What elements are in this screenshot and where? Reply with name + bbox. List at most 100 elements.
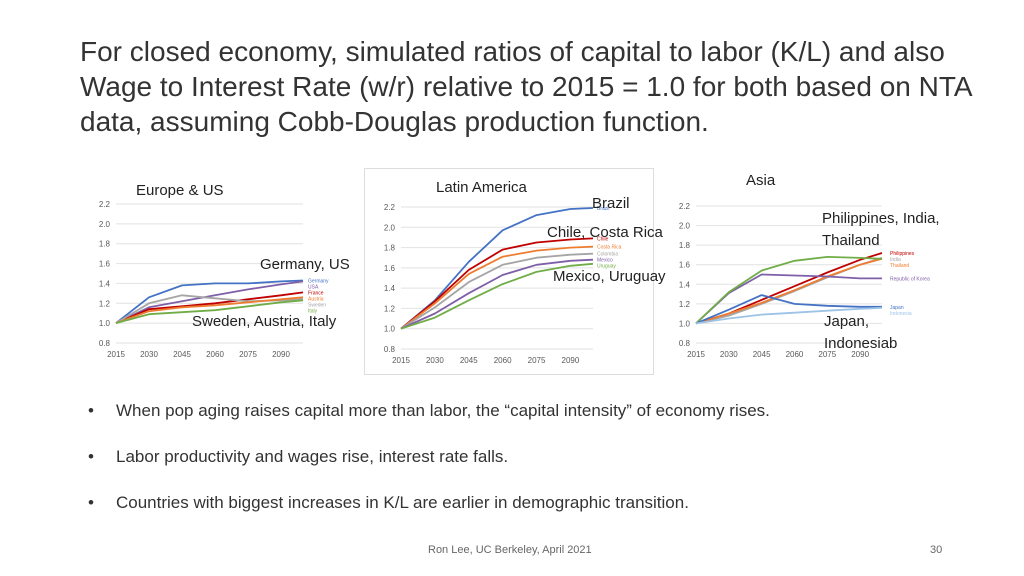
x-tick-label: 2015 [107,350,125,359]
annotation-sweden-austria-italy: Sweden, Austria, Italy [192,313,337,330]
x-tick-label: 2045 [173,350,191,359]
annotation-chile-costa-rica: Chile, Costa Rica [547,224,663,241]
bullet-item: • Countries with biggest increases in K/… [88,490,968,536]
series-line-sweden [115,294,304,324]
y-tick-label: 2.2 [679,202,691,211]
y-tick-label: 1.8 [99,240,111,249]
y-tick-label: 1.4 [679,280,691,289]
chart-asia-svg: 0.8 1.0 1.2 1.4 1.6 1.8 2.0 2.2 2015 2030 2045 2060… [679,202,930,359]
y-tick-label: 0.8 [99,339,111,348]
annotation-mexico-uruguay: Mexico, Uruguay [553,268,666,285]
annotation-japan-indonesia: Japan, Indonesiab [824,313,898,352]
y-tick-label: 2.0 [99,220,111,229]
series-line-usa [115,280,304,324]
y-tick-label: 0.8 [384,345,396,354]
series-line-thailand [695,257,883,325]
x-tick-label: 2045 [460,356,478,365]
chart-latin-america: 0.8 1.0 1.2 1.4 1.6 1.8 2.0 2.2 2015 2030 2045 2060… [364,168,654,375]
y-tick-label: 1.6 [384,264,396,273]
annotation-brazil: Brazil [592,195,630,212]
annotation-philippines-india-thailand: Philippines, India, Thailand [822,210,940,249]
series-line-italy [115,299,304,324]
legend-label-italy: Italy [308,308,318,314]
chart-asia-title: Asia [746,172,776,189]
y-tick-label: 2.2 [99,200,111,209]
y-tick-label: 1.8 [384,244,396,253]
chart-latin-america-title: Latin America [436,179,527,196]
x-tick-label: 2060 [494,356,512,365]
y-tick-label: 1.0 [679,319,691,328]
x-tick-label: 2045 [753,350,771,359]
y-tick-label: 1.4 [384,284,396,293]
x-tick-label: 2090 [562,356,580,365]
bullet-symbol: • [88,447,94,466]
slide-title: For closed economy, simulated ratios of … [80,36,972,137]
chart-europe-us-title: Europe & US [136,182,224,199]
y-tick-label: 1.8 [679,241,691,250]
x-tick-label: 2015 [392,356,410,365]
chart-europe-us-svg: 0.8 1.0 1.2 1.4 1.6 1.8 2.0 2.2 2015 2030 2045 2060… [99,200,329,359]
legend-label-brazil: Brazil [597,206,610,212]
chart-latin-america-svg: 0.8 1.0 1.2 1.4 1.6 1.8 2.0 2.2 2015 2030 2045 2060… [384,203,622,365]
y-tick-label: 1.2 [384,304,396,313]
legend-label-sweden: Sweden [308,302,326,308]
bullet-item: • When pop aging raises capital more tha… [88,398,968,444]
x-tick-label: 2090 [851,350,869,359]
legend-label-philippines: Philippines [890,251,915,257]
x-tick-label: 2075 [239,350,257,359]
legend-label-usa: USA [308,284,319,290]
x-tick-label: 2075 [818,350,836,359]
x-tick-label: 2060 [206,350,224,359]
x-tick-label: 2030 [720,350,738,359]
series-line-france [115,291,304,324]
legend-label-germany: Germany [308,278,329,284]
series-line-chile [400,237,594,330]
legend-label-chile: Chile [597,236,609,242]
bullet-symbol: • [88,493,94,512]
y-tick-label: 2.0 [679,222,691,231]
series-line-uruguay [400,262,594,330]
legend-label-thailand: Thailand [890,263,909,269]
y-tick-label: 1.6 [99,260,111,269]
y-tick-label: 2.2 [384,203,396,212]
y-tick-label: 1.2 [679,300,691,309]
legend-label-india: India [890,257,901,263]
y-tick-label: 1.2 [99,299,111,308]
series-line-japan [695,294,882,325]
series-line-germany [115,279,304,324]
chart-asia: 0.8 1.0 1.2 1.4 1.6 1.8 2.0 2.2 2015 2030 2045 2060… [660,168,945,368]
x-tick-label: 2030 [426,356,444,365]
x-tick-label: 2030 [140,350,158,359]
legend-label-republic-of-korea: Republic of Korea [890,276,930,282]
bullet-list: • When pop aging raises capital more tha… [88,398,968,536]
series-line-mexico [400,258,594,330]
y-tick-label: 2.0 [384,223,396,232]
legend-label-mexico: Mexico [597,258,613,264]
series-line-austria [115,296,304,324]
page-number: 30 [930,544,943,556]
y-tick-label: 1.0 [99,319,111,328]
annotation-germany-us: Germany, US [260,256,350,273]
series-line-unlabeled [695,256,883,325]
x-tick-label: 2075 [528,356,546,365]
y-tick-label: 1.4 [99,279,111,288]
series-line-indonesia [695,306,883,325]
legend-label-colombia: Colombia [597,252,618,258]
bullet-text: Labor productivity and wages rise, inter… [116,447,509,466]
x-tick-label: 2090 [272,350,290,359]
y-tick-label: 1.6 [679,261,691,270]
legend-label-indonesia: Indonesia [890,311,912,317]
legend-label-costa-rica: Costa Rica [597,245,622,251]
series-line-colombia [400,252,594,330]
bullet-text: When pop aging raises capital more than … [116,401,770,420]
legend-label-france: France [308,290,324,296]
chart-europe-us: 0.8 1.0 1.2 1.4 1.6 1.8 2.0 2.2 2015 2030 2045 2060… [88,168,358,368]
y-tick-label: 1.0 [384,325,396,334]
legend-label-uruguay: Uruguay [597,264,616,270]
legend-label-japan: Japan [890,305,904,311]
x-tick-label: 2060 [786,350,804,359]
x-tick-label: 2015 [687,350,705,359]
series-line-costa-rica [400,245,594,330]
legend-label-austria: Austria [308,296,324,302]
footer-text: Ron Lee, UC Berkeley, April 2021 [428,544,592,556]
